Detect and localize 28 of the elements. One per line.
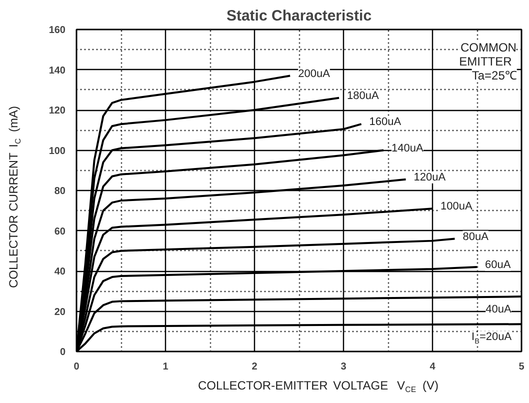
y-tick-label: 60 [54, 226, 66, 238]
chart-title: Static Characteristic [226, 8, 372, 24]
series-label: 100uA [440, 200, 473, 213]
x-tick-label: 2 [252, 362, 258, 372]
y-tick-label: 80 [54, 186, 66, 197]
y-tick-label: 160 [48, 25, 66, 36]
y-tick-label: 120 [48, 106, 66, 116]
x-tick-label: 0 [74, 362, 80, 372]
y-tick-label: 20 [54, 306, 66, 318]
y-tick-label: 40 [54, 266, 66, 278]
annotation: EMITTER [459, 54, 512, 68]
x-tick-label: 5 [518, 362, 525, 372]
x-tick-label: 4 [430, 362, 436, 372]
series-label: 160uA [369, 116, 402, 128]
series-label: 40uA [486, 304, 512, 316]
series-label: 140uA [392, 142, 424, 154]
y-tick-label: 0 [60, 347, 66, 358]
series-label: 200uA [298, 68, 331, 80]
series-label: 80uA [462, 230, 490, 243]
series-label: 180uA [347, 90, 380, 102]
series-label: 60uA [485, 258, 512, 271]
annotation: Ta=25℃ [472, 68, 517, 82]
x-tick-label: 1 [162, 362, 169, 372]
annotation: COMMON [460, 40, 516, 54]
series-label: 120uA [414, 171, 446, 184]
y-tick-label: 100 [48, 146, 66, 157]
y-tick-label: 140 [48, 65, 66, 76]
x-tick-label: 3 [340, 362, 347, 372]
